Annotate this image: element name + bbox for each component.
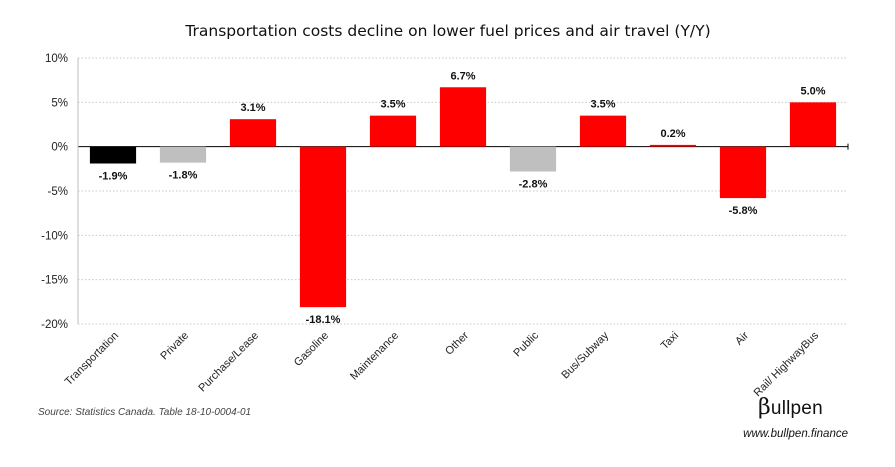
- data-label: 3.1%: [240, 102, 265, 114]
- source-note: Source: Statistics Canada. Table 18-10-0…: [38, 407, 252, 418]
- bar: [579, 115, 627, 147]
- data-label: -18.1%: [306, 314, 341, 326]
- data-label: 3.5%: [380, 99, 405, 111]
- bullpen-logo: βullpen: [758, 395, 823, 420]
- y-tick-label: -15%: [41, 275, 68, 287]
- y-tick-label: 0%: [51, 142, 68, 154]
- bar: [299, 146, 347, 308]
- x-tick-label: Gasoline: [292, 330, 331, 369]
- bars: [89, 87, 837, 308]
- data-label: -1.8%: [169, 170, 198, 182]
- data-label: -5.8%: [729, 205, 758, 217]
- x-tick-label: Air: [733, 329, 751, 347]
- chart-title: Transportation costs decline on lower fu…: [184, 22, 710, 40]
- data-label: 3.5%: [590, 99, 615, 111]
- data-labels: -1.9% -1.8% 3.1% -18.1% 3.5% 6.7% -2.8% 3.5% 0.2…: [99, 70, 826, 326]
- bar: [89, 146, 137, 164]
- x-tick-label: Rail/ HighwayBus: [752, 329, 822, 399]
- data-label: 6.7%: [450, 70, 475, 82]
- data-label: 5.0%: [800, 85, 825, 97]
- y-tick-label: 5%: [51, 97, 68, 109]
- x-tick-label: Public: [511, 329, 541, 359]
- bar: [649, 144, 697, 147]
- data-label: 0.2%: [660, 128, 685, 140]
- y-tick-label: -10%: [41, 230, 68, 242]
- logo-beta-symbol: β: [758, 395, 771, 420]
- y-axis: 10% 5% 0% -5% -10% -15% -20%: [41, 53, 79, 331]
- bar: [229, 119, 277, 147]
- x-tick-label: Purchase/Lease: [196, 330, 261, 395]
- bar: [159, 146, 207, 163]
- website-link[interactable]: www.bullpen.finance: [743, 428, 848, 440]
- bar: [369, 115, 417, 147]
- x-tick-label: Other: [443, 329, 471, 357]
- bar: [719, 146, 767, 199]
- x-tick-label: Private: [158, 330, 191, 363]
- x-axis: Transportation Private Purchase/Lease Gasol…: [63, 329, 822, 399]
- x-tick-label: Transportation: [63, 330, 121, 388]
- y-tick-label: -20%: [41, 319, 68, 331]
- data-label: -2.8%: [519, 178, 548, 190]
- x-tick-label: Taxi: [659, 330, 681, 352]
- bar: [789, 102, 837, 147]
- x-tick-label: Bus/Subway: [559, 329, 611, 381]
- x-tick-label: Maintenance: [348, 330, 401, 383]
- y-tick-label: -5%: [48, 186, 68, 198]
- y-tick-label: 10%: [45, 53, 68, 65]
- bar: [509, 146, 557, 172]
- logo-text: ullpen: [770, 398, 823, 419]
- bar: [439, 87, 487, 147]
- data-label: -1.9%: [99, 171, 128, 183]
